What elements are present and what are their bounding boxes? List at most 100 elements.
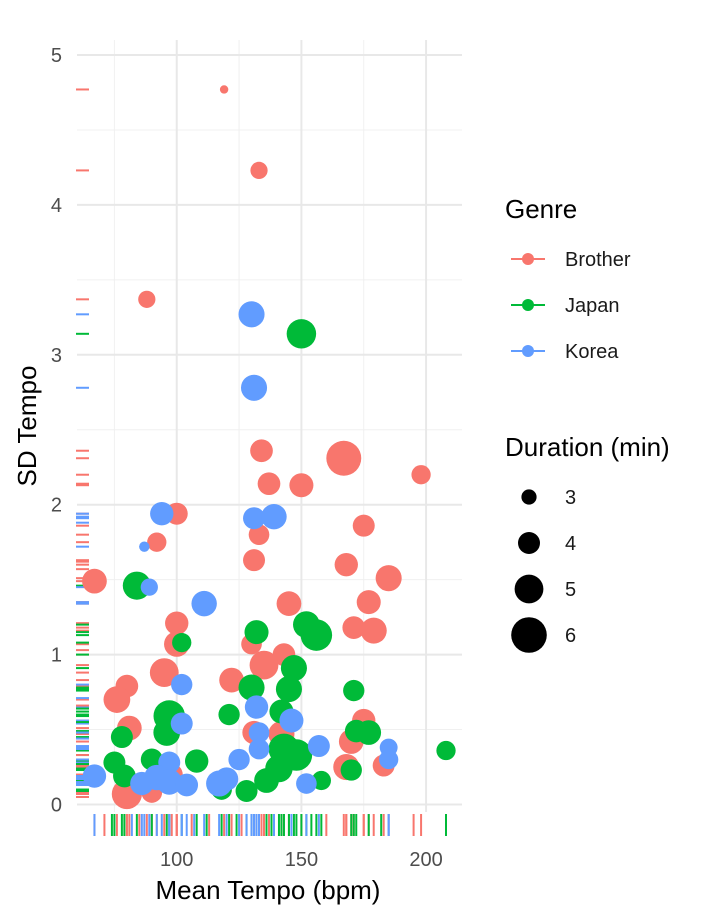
data-point-japan (254, 768, 279, 793)
y-axis-ticks: 0 1 2 3 4 5 (51, 45, 62, 817)
data-point-japan (275, 676, 302, 703)
size-legend-dot (511, 617, 547, 653)
legend-key-dot (522, 299, 534, 311)
data-point-brother (257, 472, 281, 496)
data-point-korea (139, 541, 150, 552)
data-point-japan (110, 726, 133, 749)
data-points (82, 85, 456, 810)
legend-item-japan: Japan (511, 295, 620, 317)
data-point-korea (140, 578, 158, 596)
size-legend-dot (518, 532, 540, 554)
legend-item-brother: Brother (511, 249, 631, 271)
data-point-japan (280, 655, 307, 682)
data-point-brother (411, 465, 431, 485)
x-tick-label: 100 (160, 849, 193, 871)
data-point-japan (343, 679, 365, 702)
rug-marks (76, 88, 448, 836)
size-legend: Duration (min) 3 4 5 6 (505, 432, 670, 653)
data-point-korea (228, 748, 250, 771)
size-legend-dot (514, 574, 544, 604)
data-point-korea (296, 773, 317, 794)
data-point-korea (248, 738, 270, 760)
data-point-korea (243, 507, 266, 530)
y-tick-label: 2 (51, 495, 62, 517)
data-point-brother (149, 658, 179, 687)
size-legend-label: 5 (565, 579, 576, 601)
legend-key-dot (522, 253, 534, 265)
legend-label: Japan (565, 295, 620, 317)
data-point-korea (279, 708, 304, 733)
data-point-japan (436, 740, 456, 761)
size-legend-label: 6 (565, 625, 576, 647)
size-legend-item: 5 (514, 574, 576, 604)
data-point-brother (356, 590, 381, 615)
data-point-korea (379, 749, 399, 770)
size-legend-item: 3 (521, 487, 576, 509)
y-tick-label: 3 (51, 345, 62, 367)
data-point-korea (82, 764, 107, 788)
data-point-korea (156, 769, 182, 795)
data-point-brother (289, 473, 314, 498)
data-point-brother (147, 532, 167, 552)
x-tick-label: 200 (409, 849, 442, 871)
data-point-japan (356, 720, 382, 745)
size-legend-label: 3 (565, 487, 576, 509)
data-point-korea (240, 374, 268, 401)
size-legend-item: 6 (511, 617, 576, 653)
data-point-brother (250, 161, 268, 180)
data-point-brother (219, 667, 244, 693)
data-point-japan (113, 764, 136, 788)
data-point-korea (261, 503, 287, 530)
data-point-japan (300, 619, 333, 651)
size-legend-dot (521, 489, 537, 505)
size-legend-item: 4 (518, 532, 576, 555)
legend-label: Brother (565, 249, 631, 271)
data-point-japan (244, 620, 269, 645)
y-tick-label: 1 (51, 645, 62, 667)
data-point-japan (185, 749, 209, 773)
data-point-japan (286, 319, 317, 349)
data-point-japan (235, 780, 258, 803)
legend-label: Korea (565, 341, 619, 363)
x-axis-ticks: 100 150 200 (160, 849, 443, 871)
data-point-korea (150, 502, 174, 526)
x-axis-title: Mean Tempo (bpm) (156, 875, 381, 905)
data-point-brother (352, 514, 375, 537)
data-point-korea (307, 735, 330, 758)
data-point-brother (248, 524, 270, 545)
grid-lines (77, 40, 462, 812)
color-legend-title: Genre (505, 194, 577, 224)
data-point-korea (248, 722, 270, 743)
data-point-brother (342, 616, 366, 639)
data-point-korea (170, 712, 193, 735)
data-point-japan (340, 759, 362, 781)
data-point-korea (191, 590, 217, 617)
data-point-korea (130, 771, 154, 796)
legend-item-korea: Korea (511, 341, 619, 363)
data-point-japan (238, 674, 265, 701)
data-point-japan (218, 703, 240, 726)
size-legend-title: Duration (min) (505, 432, 670, 462)
x-tick-label: 150 (285, 849, 318, 871)
y-axis-title: SD Tempo (12, 366, 42, 487)
data-point-korea (175, 773, 199, 797)
color-legend: Genre Brother Japan Korea (505, 194, 631, 363)
data-point-brother (276, 591, 302, 616)
data-point-brother (243, 549, 266, 572)
data-point-brother (82, 568, 107, 594)
legend-key-dot (522, 345, 534, 357)
data-point-brother (219, 85, 229, 94)
data-point-brother (249, 650, 279, 680)
y-tick-label: 4 (51, 195, 62, 217)
data-point-korea (206, 770, 233, 797)
data-point-korea (171, 673, 193, 696)
data-point-brother (375, 565, 402, 592)
data-point-korea (238, 301, 265, 328)
size-legend-label: 4 (565, 533, 576, 555)
y-tick-label: 0 (51, 795, 62, 817)
data-point-brother (360, 617, 387, 644)
data-point-korea (244, 695, 269, 719)
data-point-brother (138, 290, 156, 308)
data-point-brother (250, 439, 273, 463)
